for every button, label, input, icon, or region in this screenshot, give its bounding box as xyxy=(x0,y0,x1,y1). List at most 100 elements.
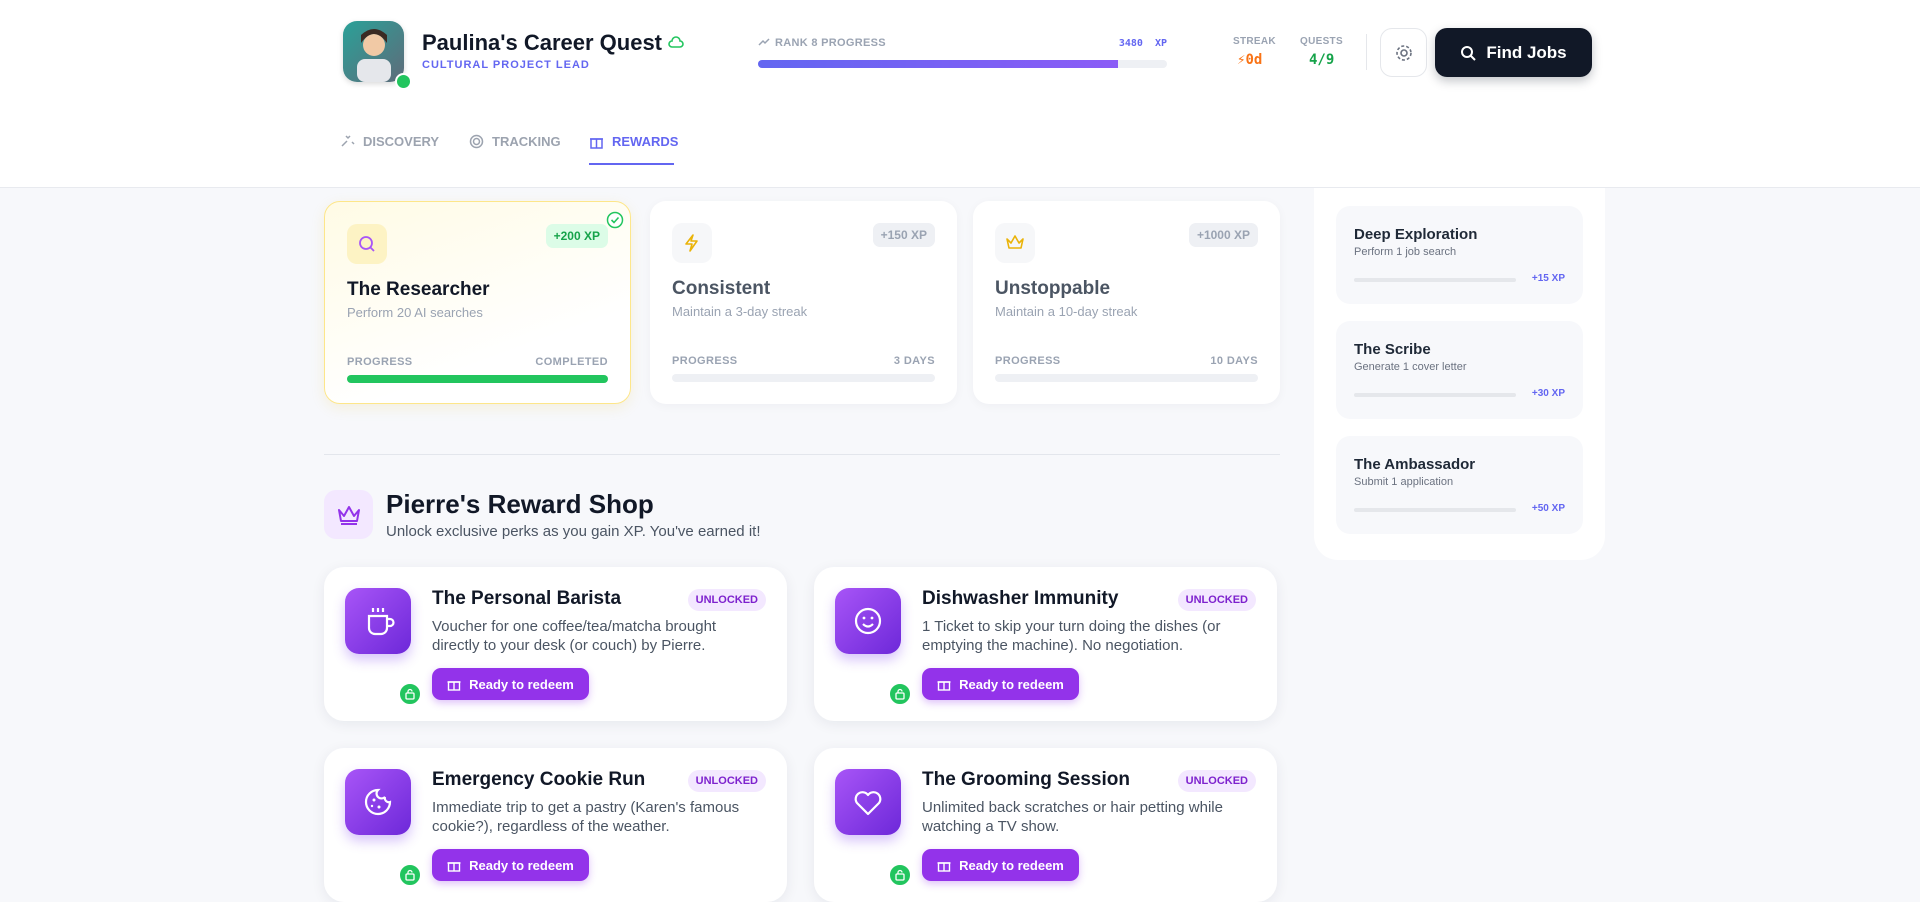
reward-icon xyxy=(835,769,901,835)
unlocked-badge-svg xyxy=(895,869,905,881)
gift-icon xyxy=(447,677,461,691)
status-badge: UNLOCKED xyxy=(687,770,766,792)
reward-title: Emergency Cookie Run xyxy=(432,769,646,790)
quest-bar xyxy=(1354,508,1516,512)
rank-bar xyxy=(758,60,1167,68)
quest-title: The Scribe xyxy=(1354,341,1431,358)
reward-icon-svg xyxy=(854,607,882,635)
xp-readout: 3480 XP xyxy=(1100,38,1167,49)
quest-title: The Ambassador xyxy=(1354,456,1476,473)
reward-desc: Immediate trip to get a pastry (Karen's … xyxy=(432,799,740,835)
gift-icon-svg xyxy=(937,862,951,872)
progress-label: PROGRESS xyxy=(995,355,1061,367)
unlocked-badge-svg xyxy=(405,688,415,700)
reward-card: Emergency Cookie Run UNLOCKED Immediate tr… xyxy=(324,748,787,902)
achievement-title: The Researcher xyxy=(347,279,490,300)
trend-icon xyxy=(758,38,770,46)
nav-tab[interactable]: DISCOVERY xyxy=(340,134,439,149)
progress-bar xyxy=(672,374,935,382)
progress-bar xyxy=(347,375,608,383)
gift-icon xyxy=(937,677,951,691)
header: Paulina's Career Quest CULTURAL PROJECT … xyxy=(0,0,1920,188)
reward-card: Dishwasher Immunity UNLOCKED 1 Ticket to s… xyxy=(814,567,1277,721)
achievement-icon-svg xyxy=(1006,235,1024,249)
reward-title: The Grooming Session xyxy=(922,769,1130,790)
streak-value: ⚡0d xyxy=(1237,52,1263,68)
quest-title: Deep Exploration xyxy=(1354,226,1478,243)
shop-subtitle: Unlock exclusive perks as you gain XP. Y… xyxy=(386,523,761,540)
tab-icon-svg xyxy=(590,138,603,149)
status-badge: UNLOCKED xyxy=(1177,589,1256,611)
achievement-title: Consistent xyxy=(672,278,771,299)
achievement-card: +1000 XP Unstoppable Maintain a 10-day str… xyxy=(973,201,1280,404)
cloud-icon xyxy=(668,36,684,48)
tab-icon xyxy=(469,134,484,149)
progress-status: 10 DAYS xyxy=(1210,355,1258,367)
quest-xp: +15 XP xyxy=(1531,273,1565,284)
status-badge: UNLOCKED xyxy=(1177,770,1256,792)
user-name: Paulina's Career Quest xyxy=(422,30,663,55)
tab-icon-svg xyxy=(469,134,484,149)
reward-title: The Personal Barista xyxy=(432,588,622,609)
settings-button[interactable] xyxy=(1380,28,1427,77)
redeem-button[interactable]: Ready to redeem xyxy=(432,668,589,700)
rank-bar-fill xyxy=(758,60,1118,68)
gift-icon-svg xyxy=(937,681,951,691)
reward-icon xyxy=(345,588,411,654)
quest-bar xyxy=(1354,278,1516,282)
section-divider xyxy=(324,454,1280,455)
find-jobs-text: Find Jobs xyxy=(1486,42,1567,62)
xp-badge: +200 XP xyxy=(545,224,608,248)
redeem-button[interactable]: Ready to redeem xyxy=(922,849,1079,881)
reward-desc: 1 Ticket to skip your turn doing the dis… xyxy=(922,618,1221,654)
reward-icon-svg xyxy=(364,788,392,816)
tab-underline xyxy=(589,163,674,165)
search-icon xyxy=(1461,45,1477,61)
completed-check xyxy=(606,211,624,229)
xp-value: 3480 xyxy=(1118,38,1143,49)
quest-desc: Submit 1 application xyxy=(1354,476,1454,488)
quest-desc: Perform 1 job search xyxy=(1354,246,1457,258)
achievement-desc: Maintain a 10-day streak xyxy=(995,304,1138,319)
gift-icon xyxy=(447,858,461,872)
reward-icon xyxy=(345,769,411,835)
reward-icon xyxy=(835,588,901,654)
tab-label: DISCOVERY xyxy=(363,134,440,149)
avatar-image xyxy=(357,29,391,82)
unlocked-badge xyxy=(888,863,912,887)
streak-label: STREAK xyxy=(1233,36,1276,47)
unlocked-badge xyxy=(398,863,422,887)
online-dot xyxy=(395,73,412,90)
redeem-button[interactable]: Ready to redeem xyxy=(432,849,589,881)
find-jobs-button[interactable]: Find Jobs xyxy=(1435,28,1592,77)
quest-bar xyxy=(1354,393,1516,397)
redeem-button[interactable]: Ready to redeem xyxy=(922,668,1079,700)
unlocked-badge-svg xyxy=(405,869,415,881)
redeem-text: Ready to redeem xyxy=(959,676,1064,692)
quest-xp: +50 XP xyxy=(1531,503,1565,514)
redeem-text: Ready to redeem xyxy=(959,857,1064,873)
redeem-text: Ready to redeem xyxy=(469,857,574,873)
tab-icon-svg xyxy=(341,135,355,147)
gift-icon xyxy=(937,858,951,872)
progress-status: COMPLETED xyxy=(535,356,608,368)
shop-title: Pierre's Reward Shop xyxy=(386,489,654,519)
achievement-icon-svg xyxy=(359,236,375,252)
nav-tab[interactable]: TRACKING xyxy=(469,134,561,149)
progress-label: PROGRESS xyxy=(672,355,738,367)
progress-status: 3 DAYS xyxy=(893,355,935,367)
xp-badge: +1000 XP xyxy=(1188,223,1258,247)
tab-label: TRACKING xyxy=(492,134,561,149)
achievement-desc: Perform 20 AI searches xyxy=(347,305,483,320)
completed-check-svg xyxy=(606,211,624,229)
quests-value: 4/9 xyxy=(1309,52,1335,68)
reward-title: Dishwasher Immunity xyxy=(922,588,1119,609)
quest-xp: +30 XP xyxy=(1531,388,1565,399)
crown-icon xyxy=(337,505,360,525)
nav-tab[interactable]: REWARDS xyxy=(589,134,678,149)
reward-card: The Personal Barista UNLOCKED Voucher for … xyxy=(324,567,787,721)
quest-card: Deep Exploration Perform 1 job search +15 … xyxy=(1336,206,1583,304)
progress-label: PROGRESS xyxy=(347,356,413,368)
achievement-icon-svg xyxy=(685,234,698,252)
